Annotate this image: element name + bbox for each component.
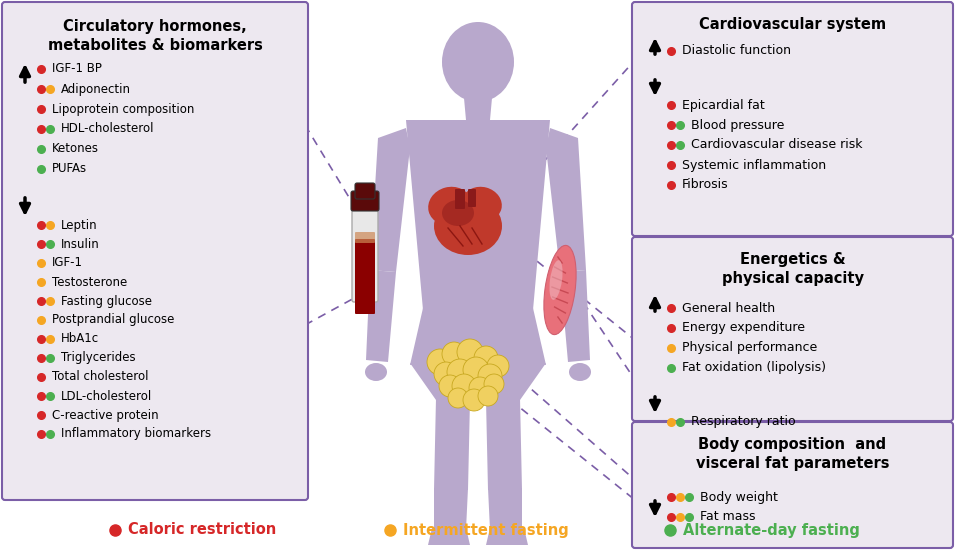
Text: Ketones: Ketones (52, 142, 99, 156)
Text: Body composition  and
visceral fat parameters: Body composition and visceral fat parame… (696, 437, 889, 470)
FancyBboxPatch shape (355, 232, 375, 243)
Text: Diastolic function: Diastolic function (682, 44, 791, 57)
Circle shape (474, 346, 498, 370)
Text: Cardiovascular disease risk: Cardiovascular disease risk (691, 138, 862, 151)
Circle shape (442, 342, 466, 366)
Text: HbA1c: HbA1c (61, 332, 100, 345)
FancyBboxPatch shape (355, 239, 375, 314)
Text: Caloric restriction: Caloric restriction (128, 523, 277, 538)
Text: Epicardial fat: Epicardial fat (682, 98, 765, 112)
Circle shape (457, 339, 483, 365)
Text: Physical performance: Physical performance (682, 341, 817, 355)
Text: Systemic inflammation: Systemic inflammation (682, 158, 826, 171)
Polygon shape (434, 488, 468, 530)
Polygon shape (546, 128, 586, 272)
Text: Circulatory hormones,
metabolites & biomarkers: Circulatory hormones, metabolites & biom… (48, 19, 262, 53)
FancyBboxPatch shape (632, 237, 953, 421)
Polygon shape (464, 98, 492, 120)
FancyBboxPatch shape (351, 191, 379, 211)
Text: IGF-1 BP: IGF-1 BP (52, 62, 101, 76)
Text: IGF-1: IGF-1 (52, 256, 83, 270)
Text: Cardiovascular system: Cardiovascular system (699, 17, 886, 32)
Text: Adiponectin: Adiponectin (61, 82, 131, 96)
FancyBboxPatch shape (468, 189, 476, 207)
Circle shape (427, 349, 453, 375)
Text: Energy expenditure: Energy expenditure (682, 321, 805, 335)
Polygon shape (410, 363, 546, 400)
Polygon shape (428, 528, 470, 545)
FancyBboxPatch shape (632, 422, 953, 548)
Ellipse shape (569, 363, 591, 381)
Ellipse shape (442, 22, 514, 102)
Polygon shape (488, 488, 522, 530)
Ellipse shape (462, 187, 501, 221)
Polygon shape (366, 270, 396, 362)
Ellipse shape (434, 197, 502, 255)
Polygon shape (560, 270, 590, 362)
Polygon shape (410, 308, 546, 365)
Text: Insulin: Insulin (61, 237, 100, 251)
Text: Total cholesterol: Total cholesterol (52, 370, 148, 384)
Text: Fat oxidation (lipolysis): Fat oxidation (lipolysis) (682, 361, 826, 375)
Text: Intermittent fasting: Intermittent fasting (403, 523, 568, 538)
Ellipse shape (549, 260, 563, 300)
Polygon shape (486, 398, 522, 490)
Circle shape (478, 364, 502, 388)
FancyBboxPatch shape (352, 203, 378, 302)
Polygon shape (434, 398, 470, 490)
FancyBboxPatch shape (2, 2, 308, 500)
Text: Fibrosis: Fibrosis (682, 178, 728, 191)
Circle shape (447, 359, 473, 385)
Text: Lipoprotein composition: Lipoprotein composition (52, 102, 194, 116)
Text: LDL-cholesterol: LDL-cholesterol (61, 390, 152, 403)
FancyBboxPatch shape (455, 189, 465, 209)
Text: Body weight: Body weight (700, 490, 778, 504)
Text: Fasting glucose: Fasting glucose (61, 295, 152, 307)
Text: HDL-cholesterol: HDL-cholesterol (61, 122, 154, 136)
Circle shape (463, 357, 489, 383)
Polygon shape (370, 128, 410, 272)
Ellipse shape (428, 187, 472, 225)
Circle shape (452, 374, 476, 398)
Circle shape (469, 377, 491, 399)
Text: Testosterone: Testosterone (52, 276, 127, 289)
Text: Inflammatory biomarkers: Inflammatory biomarkers (61, 428, 211, 440)
Text: Leptin: Leptin (61, 219, 98, 231)
Text: PUFAs: PUFAs (52, 162, 87, 176)
Text: C-reactive protein: C-reactive protein (52, 409, 159, 421)
Ellipse shape (442, 200, 474, 226)
Circle shape (484, 374, 504, 394)
Text: Blood pressure: Blood pressure (691, 118, 785, 132)
Circle shape (478, 386, 498, 406)
Polygon shape (486, 528, 528, 545)
Circle shape (439, 375, 461, 397)
Ellipse shape (544, 245, 576, 335)
Text: Triglycerides: Triglycerides (61, 351, 136, 365)
Circle shape (463, 389, 485, 411)
Text: General health: General health (682, 301, 775, 315)
Circle shape (434, 362, 458, 386)
Text: Fat mass: Fat mass (700, 510, 755, 524)
Text: Respiratory ratio: Respiratory ratio (691, 415, 795, 429)
Circle shape (448, 388, 468, 408)
Polygon shape (406, 120, 550, 310)
FancyBboxPatch shape (355, 183, 375, 199)
FancyBboxPatch shape (632, 2, 953, 236)
Ellipse shape (365, 363, 387, 381)
Text: Postprandial glucose: Postprandial glucose (52, 314, 174, 326)
Circle shape (487, 355, 509, 377)
Text: Alternate-day fasting: Alternate-day fasting (683, 523, 860, 538)
Text: Energetics &
physical capacity: Energetics & physical capacity (722, 252, 863, 286)
